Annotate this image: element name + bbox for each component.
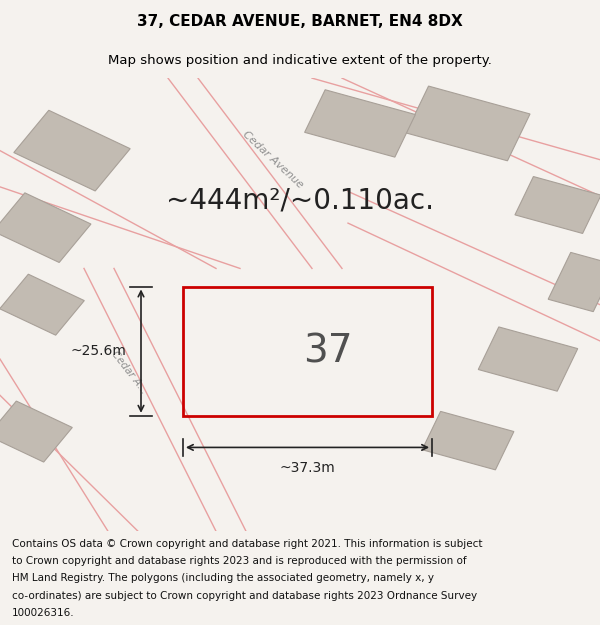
Polygon shape [478,327,578,391]
Text: 100026316.: 100026316. [12,608,74,618]
Polygon shape [548,253,600,312]
Polygon shape [0,193,91,262]
Text: 37, CEDAR AVENUE, BARNET, EN4 8DX: 37, CEDAR AVENUE, BARNET, EN4 8DX [137,14,463,29]
Text: Cedar Avenue: Cedar Avenue [241,129,305,190]
Text: 37: 37 [302,332,352,370]
Bar [183,286,432,416]
Text: Contains OS data © Crown copyright and database right 2021. This information is : Contains OS data © Crown copyright and d… [12,539,482,549]
Polygon shape [0,274,84,335]
Text: ~37.3m: ~37.3m [280,461,335,475]
Polygon shape [515,176,600,234]
Polygon shape [422,411,514,470]
Polygon shape [0,401,72,462]
Text: to Crown copyright and database rights 2023 and is reproduced with the permissio: to Crown copyright and database rights 2… [12,556,467,566]
Text: ~25.6m: ~25.6m [70,344,126,358]
Text: ~444m²/~0.110ac.: ~444m²/~0.110ac. [166,186,434,214]
Polygon shape [14,110,130,191]
Text: Cedar A...: Cedar A... [109,349,149,396]
Text: Map shows position and indicative extent of the property.: Map shows position and indicative extent… [108,54,492,68]
Text: co-ordinates) are subject to Crown copyright and database rights 2023 Ordnance S: co-ordinates) are subject to Crown copyr… [12,591,477,601]
Text: HM Land Registry. The polygons (including the associated geometry, namely x, y: HM Land Registry. The polygons (includin… [12,574,434,584]
Polygon shape [305,90,415,157]
Polygon shape [406,86,530,161]
